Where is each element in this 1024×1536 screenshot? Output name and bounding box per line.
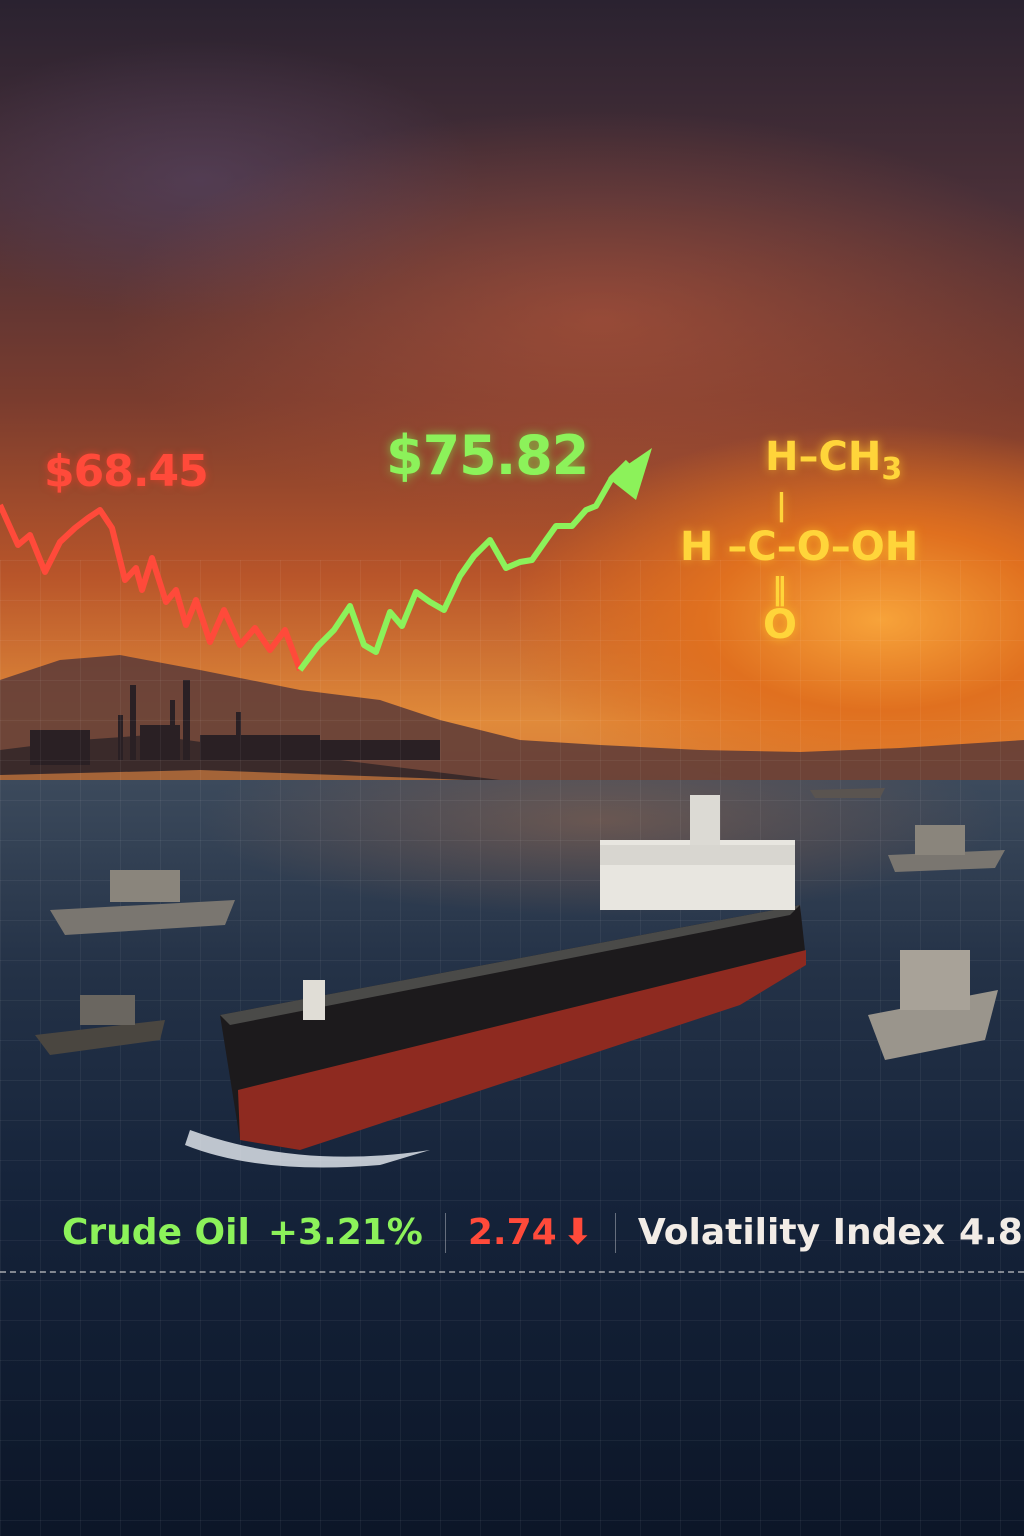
- refinery: [30, 680, 440, 765]
- volatility-index-value: 4.8: [959, 1212, 1023, 1253]
- formula-middle: H –C–O–OH: [680, 524, 919, 570]
- volatility-index-label: Volatility Index: [637, 1212, 945, 1253]
- divider: [444, 1212, 446, 1253]
- divider: [614, 1212, 616, 1253]
- price-end-label: $75.82: [386, 424, 589, 487]
- crude-oil-label: Crude Oil: [62, 1212, 250, 1253]
- value-2: 2.74: [467, 1212, 557, 1253]
- price-trend-line-down: [0, 503, 303, 672]
- ticker-divider-line: [0, 1271, 1024, 1273]
- oil-tanker: [185, 795, 806, 1168]
- arrow-down-icon: ⬇: [562, 1212, 593, 1253]
- trend-arrowhead: [608, 448, 652, 500]
- price-start-label: $68.45: [44, 446, 209, 497]
- warships: [35, 788, 1005, 1060]
- formula-top: H–CH3: [765, 434, 903, 487]
- price-trend-line-up: [297, 459, 631, 672]
- formula-bond-vertical: |: [776, 488, 787, 523]
- market-ticker: Crude Oil +3.21% 2.74 ⬇ Volatility Index…: [62, 1212, 1024, 1253]
- formula-double-bond: ‖: [772, 572, 787, 607]
- crude-oil-change: +3.21%: [267, 1212, 423, 1253]
- formula-bottom: O: [763, 602, 798, 648]
